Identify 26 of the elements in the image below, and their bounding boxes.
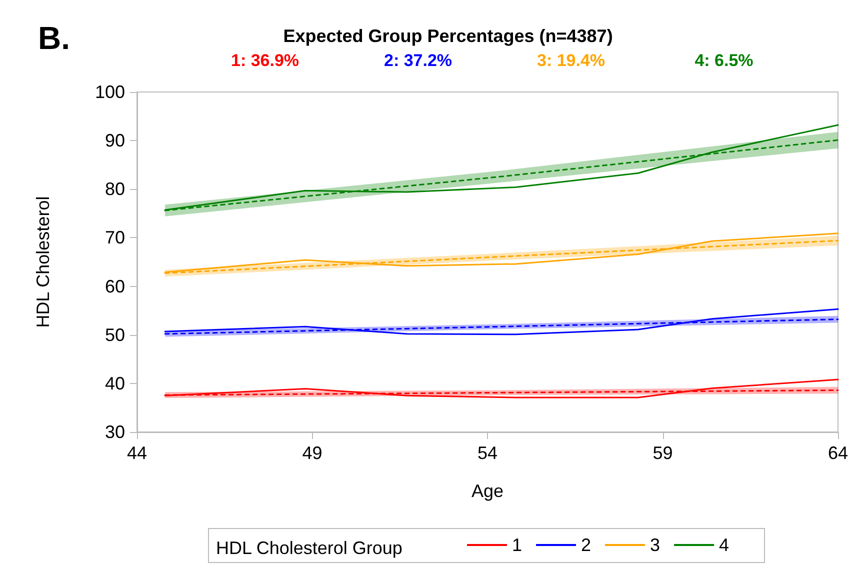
y-tick-label: 50	[104, 324, 125, 345]
y-tick-label: 90	[104, 130, 125, 151]
y-tick-label: 100	[94, 82, 125, 102]
text: 3: 19.4%	[536, 51, 606, 70]
x-axis-title: Age	[471, 481, 504, 501]
x-tick-label: 54	[477, 443, 498, 463]
y-tick-label: 70	[104, 228, 125, 248]
x-tick-label: 44	[126, 443, 148, 463]
text: 4: 6.5%	[694, 51, 754, 70]
text: 1: 36.9%	[230, 51, 300, 70]
y-tick-label: 40	[104, 373, 125, 394]
legend-label: 1	[512, 535, 522, 555]
y-tick-label: 80	[104, 179, 125, 200]
y-tick-label: 30	[104, 422, 125, 442]
legend-title: HDL Cholesterol Group	[216, 538, 402, 558]
legend-label: 3	[650, 535, 660, 555]
x-tick-label: 64	[828, 443, 848, 463]
chart-title: Expected Group Percentages (n=4387)	[283, 26, 613, 46]
x-tick-label: 49	[302, 443, 322, 463]
text: B.	[38, 20, 70, 56]
legend-label: 4	[719, 535, 730, 555]
x-tick-label: 59	[652, 443, 673, 463]
y-tick-label: 60	[104, 276, 125, 296]
legend-label: 2	[581, 535, 592, 555]
y-axis-title: HDL Cholesterol	[33, 196, 53, 328]
text: 2: 37.2%	[384, 51, 452, 70]
